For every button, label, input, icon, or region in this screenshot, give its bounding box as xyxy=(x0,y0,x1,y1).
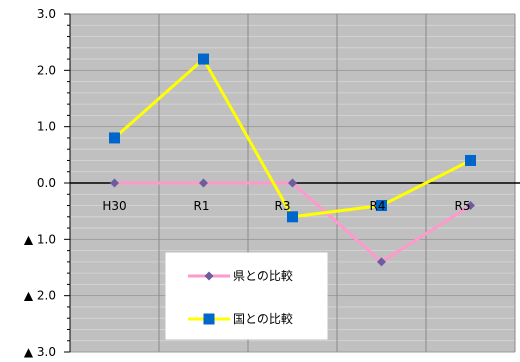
square-marker xyxy=(287,211,298,223)
diamond-marker xyxy=(288,178,297,188)
series-2 xyxy=(109,53,476,223)
x-tick-label: R5 xyxy=(455,199,471,213)
diamond-marker xyxy=(199,178,208,188)
x-tick-label: R4 xyxy=(370,199,386,213)
diamond-marker xyxy=(204,271,214,281)
y-tick-label: 1.0 xyxy=(37,120,56,134)
diamond-marker xyxy=(110,178,119,188)
x-tick-label: R3 xyxy=(275,199,291,213)
y-tick-label: ▲ 1.0 xyxy=(24,232,56,246)
y-tick-label: 3.0 xyxy=(37,7,56,21)
diamond-marker xyxy=(466,201,475,211)
y-tick-label: 2.0 xyxy=(37,63,56,77)
diamond-marker xyxy=(377,257,386,267)
legend-label: 国との比較 xyxy=(233,311,293,326)
x-tick-label: R1 xyxy=(194,199,210,213)
legend-item-1: 県との比較 xyxy=(188,268,293,283)
series-1 xyxy=(110,178,475,267)
y-tick-label: ▲ 2.0 xyxy=(24,289,56,303)
square-marker xyxy=(465,154,476,166)
square-marker xyxy=(198,53,209,65)
x-tick-label: H30 xyxy=(102,199,126,213)
legend-item-2: 国との比較 xyxy=(188,311,293,326)
legend-label: 県との比較 xyxy=(233,268,293,283)
square-marker xyxy=(203,313,215,325)
square-marker xyxy=(376,200,387,212)
y-tick-label: ▲ 3.0 xyxy=(24,345,56,359)
square-marker xyxy=(109,132,120,144)
legend-box xyxy=(165,252,328,340)
y-tick-label: 0.0 xyxy=(37,176,56,190)
